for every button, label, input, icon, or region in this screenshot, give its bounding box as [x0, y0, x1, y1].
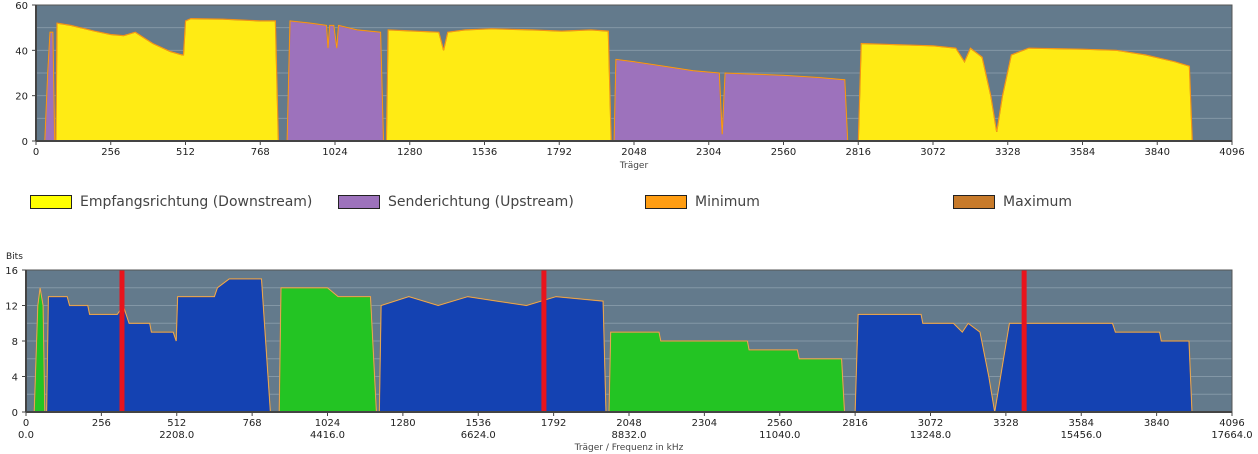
area-downstream	[385, 28, 612, 142]
x-tick-label: 2816	[846, 147, 871, 158]
freq-tick-label: 15456.0	[1061, 430, 1102, 441]
y-tick-label: 20	[15, 92, 28, 103]
x-tick-label: 3840	[1144, 418, 1169, 429]
x-tick-label: 2560	[767, 418, 792, 429]
line-minimum	[608, 331, 845, 413]
x-tick-label: 3328	[993, 418, 1018, 429]
area-downstream	[378, 295, 607, 413]
y-tick-label: 12	[5, 302, 18, 313]
x-tick-label: 4096	[1219, 418, 1244, 429]
x-tick-label: 1024	[322, 147, 347, 158]
marker-line	[541, 270, 547, 412]
x-tick-label: 512	[167, 418, 186, 429]
freq-tick-label: 17664.0	[1211, 430, 1252, 441]
y-tick-label: 8	[12, 337, 18, 348]
x-tick-label: 2304	[692, 418, 717, 429]
x-tick-label: 1280	[397, 147, 422, 158]
y-tick-label: 4	[12, 373, 18, 384]
legend-item-downstream: Empfangsrichtung (Downstream)	[30, 194, 312, 210]
x-tick-label: 2048	[621, 147, 646, 158]
line-minimum	[378, 296, 607, 413]
line-minimum	[613, 58, 849, 142]
legend-label: Minimum	[695, 194, 760, 210]
x-tick-label: 768	[251, 147, 270, 158]
x-tick-label: 3328	[995, 147, 1020, 158]
line-minimum	[857, 43, 1193, 142]
y-tick-label: 60	[15, 1, 28, 12]
legend-label: Maximum	[1003, 194, 1072, 210]
x-tick-label: 2304	[696, 147, 721, 158]
x-tick-label: 3072	[920, 147, 945, 158]
line-minimum	[46, 278, 271, 413]
x-tick-label: 0	[33, 147, 39, 158]
freq-tick-label: 0.0	[18, 430, 34, 441]
legend-swatch-upstream	[338, 195, 380, 209]
area-downstream	[857, 42, 1193, 142]
freq-tick-label: 6624.0	[461, 430, 496, 441]
legend-label: Senderichtung (Upstream)	[388, 194, 574, 210]
x-tick-label: 2560	[771, 147, 796, 158]
y-tick-label: 0	[22, 137, 28, 148]
x-tick-label: 3584	[1070, 147, 1095, 158]
x-tick-label: 256	[101, 147, 120, 158]
legend-label: Empfangsrichtung (Downstream)	[80, 194, 313, 210]
y-axis-label: Bits	[6, 252, 23, 262]
legend-item-minimum: Minimum	[645, 194, 760, 210]
x-tick-label: 2816	[842, 418, 867, 429]
x-axis-label: Träger / Frequenz in kHz	[574, 443, 684, 453]
x-axis-label: Träger	[619, 161, 649, 171]
freq-tick-label: 4416.0	[310, 430, 345, 441]
x-tick-label: 1536	[466, 418, 491, 429]
y-tick-label: 40	[15, 46, 28, 57]
legend: Empfangsrichtung (Downstream) Sendericht…	[0, 194, 1258, 214]
x-tick-label: 0	[23, 418, 29, 429]
freq-tick-label: 13248.0	[910, 430, 951, 441]
x-tick-label: 3584	[1069, 418, 1094, 429]
freq-tick-label: 8832.0	[612, 430, 647, 441]
x-tick-label: 1024	[315, 418, 340, 429]
x-tick-label: 1280	[390, 418, 415, 429]
x-tick-label: 512	[176, 147, 195, 158]
line-minimum	[386, 28, 612, 142]
line-minimum	[286, 20, 384, 142]
legend-swatch-minimum	[645, 195, 687, 209]
legend-swatch-maximum	[953, 195, 995, 209]
x-tick-label: 768	[243, 418, 262, 429]
x-tick-label: 1792	[547, 147, 572, 158]
x-tick-label: 1792	[541, 418, 566, 429]
x-tick-label: 2048	[616, 418, 641, 429]
freq-tick-label: 11040.0	[759, 430, 800, 441]
marker-line	[1021, 270, 1027, 412]
line-minimum	[33, 287, 46, 413]
area-upstream	[278, 287, 378, 413]
legend-swatch-downstream	[30, 195, 72, 209]
x-tick-label: 4096	[1219, 147, 1244, 158]
line-minimum	[278, 287, 377, 413]
x-tick-label: 3072	[918, 418, 943, 429]
x-tick-label: 256	[92, 418, 111, 429]
line-minimum	[55, 18, 279, 142]
line-minimum	[44, 31, 56, 142]
freq-tick-label: 2208.0	[159, 430, 194, 441]
y-tick-label: 0	[12, 408, 18, 419]
y-tick-label: 16	[5, 266, 18, 277]
x-tick-label: 1536	[472, 147, 497, 158]
x-tick-label: 3840	[1145, 147, 1170, 158]
legend-item-upstream: Senderichtung (Upstream)	[338, 194, 574, 210]
marker-line	[119, 270, 125, 412]
legend-item-maximum: Maximum	[953, 194, 1072, 210]
